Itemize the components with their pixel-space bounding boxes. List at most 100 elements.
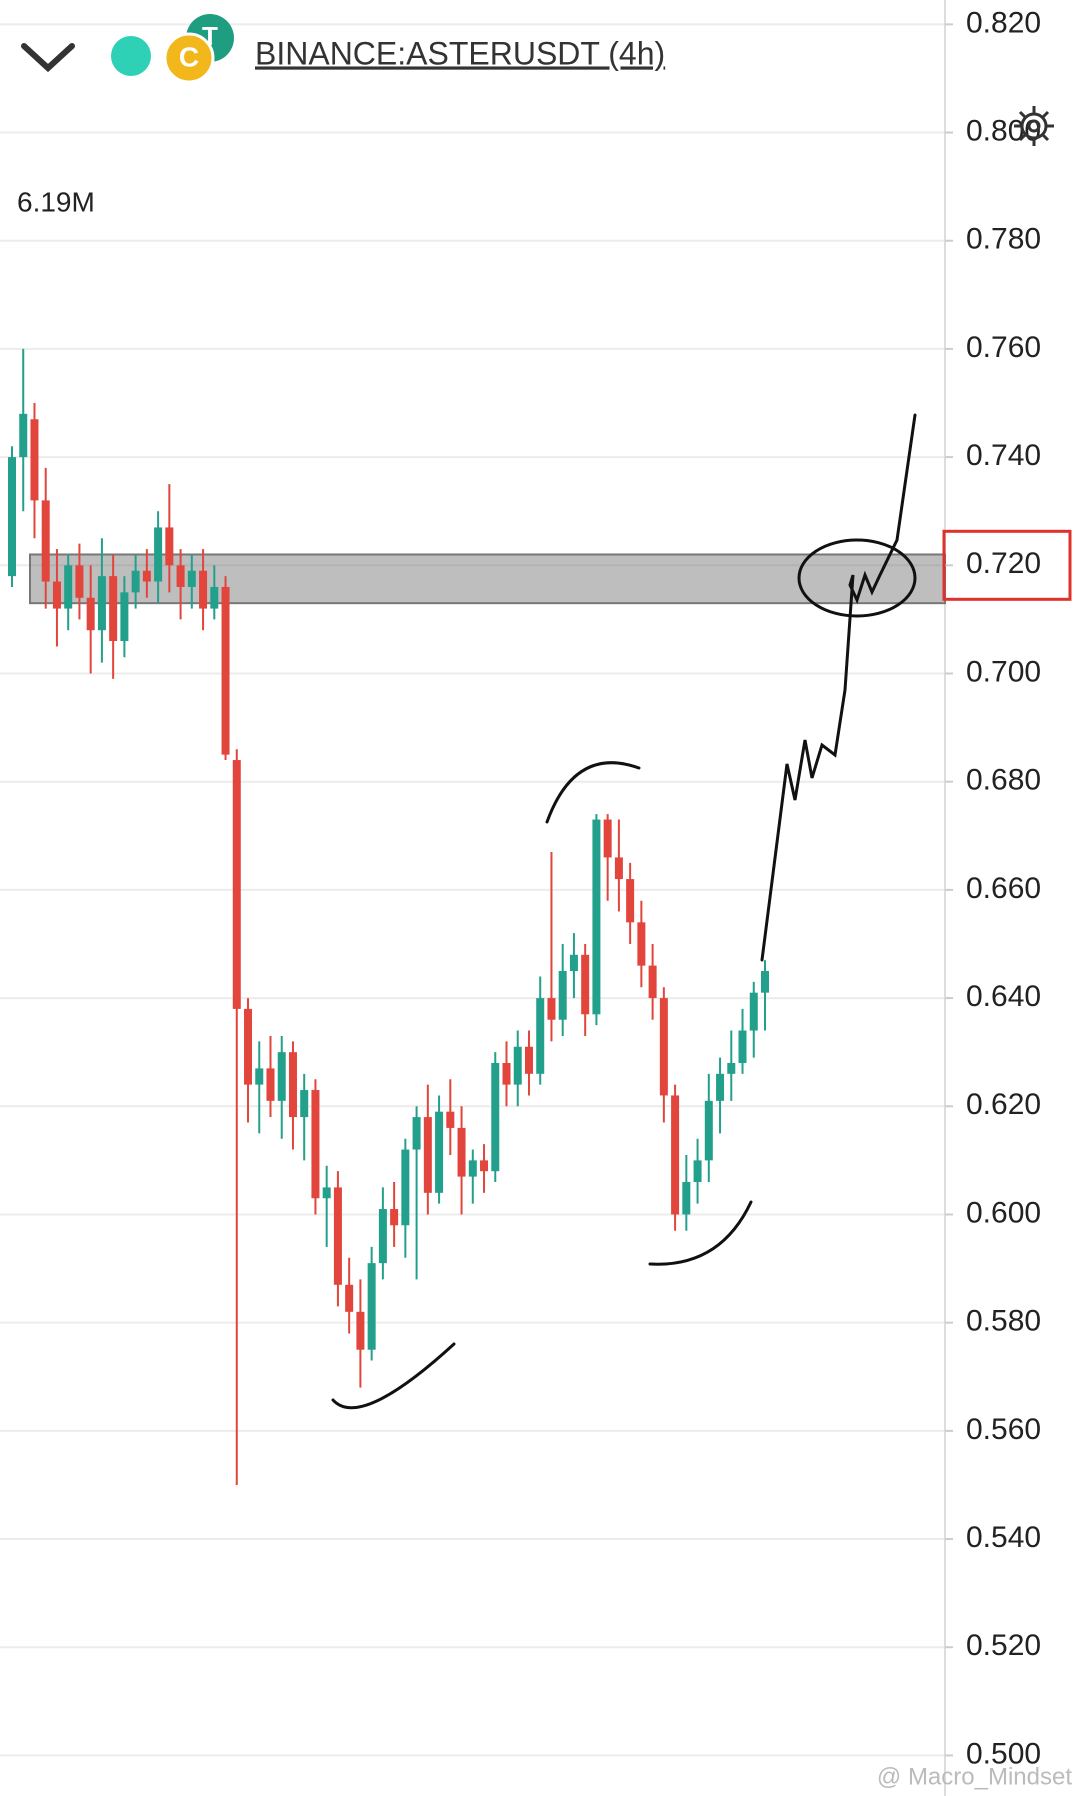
chart-title[interactable]: BINANCE:ASTERUSDT (4h) <box>255 35 665 71</box>
status-dot <box>111 36 151 76</box>
candle-body <box>446 1111 455 1128</box>
candle-body <box>569 954 578 972</box>
candle-body <box>8 457 16 577</box>
candle-body <box>30 419 39 501</box>
candle-body <box>693 1160 702 1183</box>
candle-body <box>311 1090 320 1199</box>
candle-body <box>423 1117 432 1193</box>
volume-label: 6.19M <box>17 186 95 217</box>
candle-body <box>288 1052 297 1118</box>
candles <box>8 348 769 1485</box>
candle-body <box>109 576 118 642</box>
candle-body <box>614 857 623 880</box>
coin-symbol: C <box>179 41 199 72</box>
candle-body <box>603 819 612 858</box>
candle-body <box>626 879 635 923</box>
candle-body <box>558 971 567 1020</box>
drawn-arc <box>331 1342 456 1410</box>
candle-body <box>749 992 758 1031</box>
candle-body <box>390 1209 399 1226</box>
candle-body <box>401 1149 410 1226</box>
y-tick-label: 0.680 <box>966 764 1041 797</box>
candle-body <box>671 1095 680 1215</box>
y-tick-label: 0.620 <box>966 1088 1041 1121</box>
candle-body <box>457 1127 466 1177</box>
candle-body <box>244 1008 253 1085</box>
candle-body <box>86 597 95 631</box>
y-tick-label: 0.520 <box>966 1629 1041 1662</box>
candle-body <box>648 965 657 999</box>
candle-body <box>592 819 601 1015</box>
candle-body <box>255 1068 264 1085</box>
candle-body <box>547 998 556 1020</box>
y-tick-label: 0.560 <box>966 1413 1041 1446</box>
candle-body <box>120 592 129 642</box>
y-tick-label: 0.700 <box>966 655 1041 688</box>
y-tick-label: 0.540 <box>966 1521 1041 1554</box>
y-axis: 0.820 0.800 0.780 0.760 0.740 0.720 0.700 0.680… <box>942 6 1072 1770</box>
y-tick-label: 0.660 <box>966 872 1041 905</box>
candle-body <box>221 586 230 755</box>
candle-body <box>412 1117 421 1150</box>
candle-body <box>64 565 73 609</box>
candle-body <box>277 1052 286 1101</box>
candle-body <box>176 565 185 587</box>
candle-body <box>165 527 174 566</box>
current-price-box <box>942 529 1072 601</box>
drawn-path <box>760 413 917 962</box>
candle-body <box>716 1073 725 1101</box>
drawn-arc <box>648 1200 753 1266</box>
candle-body <box>581 954 590 1015</box>
candle-body <box>378 1209 387 1264</box>
candle-body <box>142 570 151 582</box>
y-tick-label: 0.740 <box>966 439 1041 472</box>
candle-body <box>480 1160 489 1172</box>
coin-icon <box>163 32 215 84</box>
candle-body <box>524 1046 533 1074</box>
y-tick-label: 0.780 <box>966 223 1041 256</box>
candle-body <box>97 576 106 631</box>
y-tick-label: 0.500 <box>966 1737 1041 1770</box>
candle-body <box>322 1187 331 1199</box>
candle-body <box>345 1284 354 1312</box>
candle-body <box>41 500 50 582</box>
y-tick-label: 0.760 <box>966 331 1041 364</box>
annotations <box>331 413 917 1410</box>
candle-body <box>738 1030 747 1063</box>
candle-body <box>536 998 545 1074</box>
candle-body <box>659 998 668 1096</box>
candle-body <box>704 1100 713 1161</box>
y-tick-label: 0.640 <box>966 980 1041 1013</box>
candle-body <box>75 565 84 598</box>
candle-body <box>52 581 61 609</box>
candle-body <box>637 922 646 966</box>
candle-body <box>502 1062 511 1085</box>
watermark: @ Macro_Mindset <box>877 1763 1072 1790</box>
candle-body <box>199 570 208 609</box>
candle-body <box>356 1311 365 1350</box>
y-tick-label: 0.820 <box>966 6 1041 39</box>
candle-body <box>232 760 241 1009</box>
candle-body <box>491 1062 500 1172</box>
y-tick-label: 0.720 <box>966 547 1041 580</box>
candle-body <box>300 1090 309 1118</box>
candle-body <box>367 1263 376 1350</box>
settings-gear[interactable] <box>1014 106 1054 146</box>
candle-body <box>210 586 219 609</box>
candle-body <box>19 413 28 458</box>
candle-body <box>761 971 769 993</box>
candle-body <box>435 1111 444 1193</box>
candle-body <box>154 527 163 582</box>
candle-body <box>513 1046 522 1085</box>
y-tick-label: 0.580 <box>966 1305 1041 1338</box>
y-tick-label: 0.800 <box>966 114 1041 147</box>
candle-body <box>187 570 196 587</box>
candle-body <box>131 570 140 593</box>
drawn-arc <box>545 761 641 824</box>
candle-body <box>727 1062 736 1074</box>
collapse-chevron[interactable] <box>21 43 75 73</box>
drawn-circle <box>797 538 917 618</box>
candle-body <box>468 1160 477 1177</box>
